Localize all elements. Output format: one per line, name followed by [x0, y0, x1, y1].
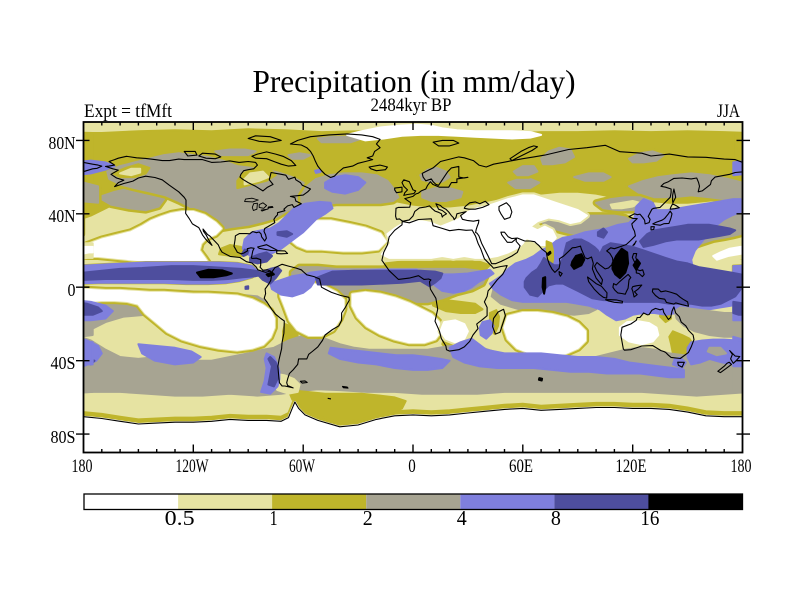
svg-text:4: 4	[457, 506, 467, 530]
svg-text:Precipitation (in mm/day): Precipitation (in mm/day)	[253, 63, 576, 99]
svg-text:0: 0	[408, 456, 416, 477]
svg-text:60W: 60W	[289, 456, 315, 477]
svg-text:40N: 40N	[49, 206, 76, 226]
svg-text:0.5: 0.5	[165, 506, 195, 530]
svg-text:80N: 80N	[49, 133, 76, 153]
svg-text:1: 1	[270, 506, 278, 530]
svg-text:2: 2	[363, 506, 373, 530]
svg-text:120W: 120W	[176, 456, 209, 477]
svg-text:80S: 80S	[51, 427, 76, 447]
svg-text:16: 16	[640, 506, 659, 530]
svg-text:60E: 60E	[509, 456, 533, 477]
svg-text:180: 180	[72, 456, 93, 477]
svg-text:40S: 40S	[51, 353, 76, 373]
svg-text:Expt = tfMft: Expt = tfMft	[84, 101, 173, 122]
svg-text:JJA: JJA	[717, 101, 740, 122]
svg-text:2484kyr BP: 2484kyr BP	[371, 95, 452, 116]
svg-text:120E: 120E	[616, 456, 647, 477]
svg-text:0: 0	[68, 280, 76, 300]
svg-text:8: 8	[551, 506, 561, 530]
svg-text:180: 180	[731, 456, 752, 477]
